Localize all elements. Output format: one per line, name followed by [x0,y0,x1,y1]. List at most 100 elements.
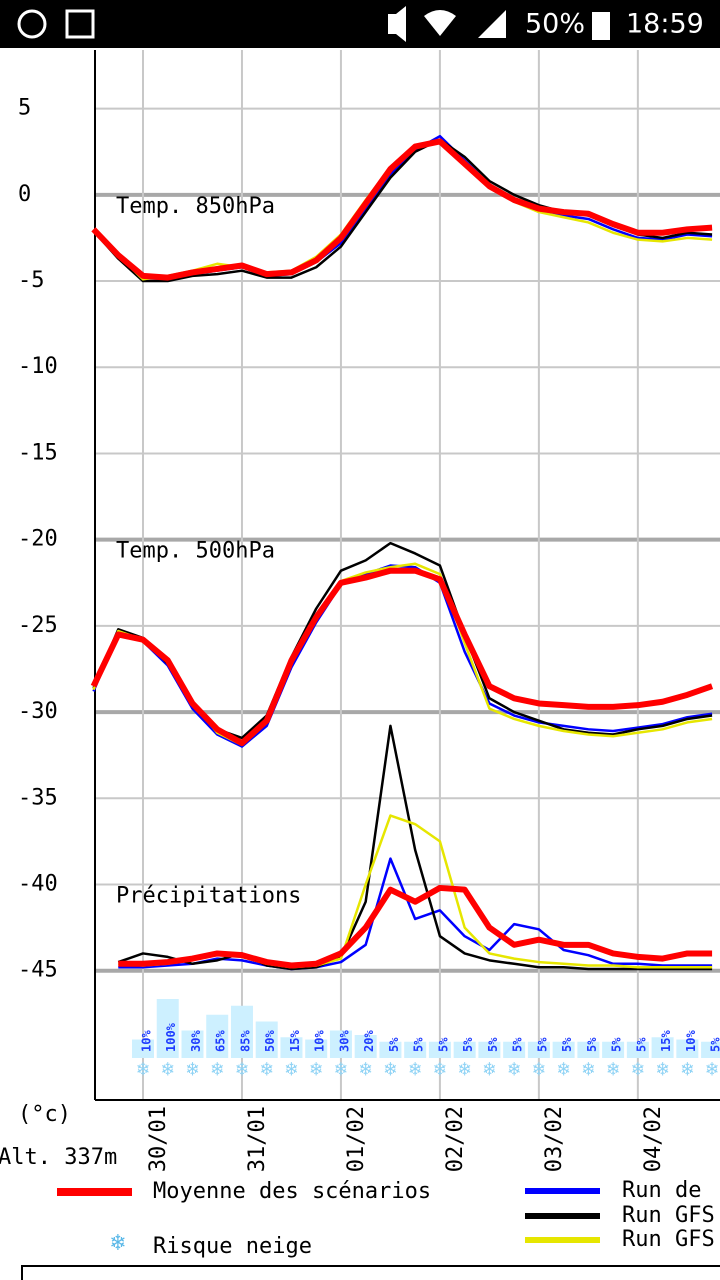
x-tick-label: 01/02 [344,1106,369,1172]
battery-level: 50% [525,9,585,40]
panel-label: Temp. 850hPa [116,194,275,219]
snow-risk-bar [503,1041,526,1058]
series-line [118,884,713,969]
snow-risk-label: 5% [436,1037,450,1052]
x-tick-label: 31/01 [245,1106,270,1172]
legend-label: Run GFS [622,1227,715,1252]
snow-risk-label: 30% [189,1030,203,1052]
battery-icon [592,12,610,40]
snowflake: ❄ [632,1057,644,1081]
y-tick-label: -45 [18,958,58,983]
series-line [92,564,713,748]
series-line [92,562,713,747]
snow-risk-bar [478,1041,501,1058]
snowflake: ❄ [211,1057,223,1081]
snow-risk-bar [230,1005,253,1058]
snowflake: ❄ [681,1057,693,1081]
snow-risk-bar [329,1030,352,1058]
snow-risk-label: 100% [164,1022,178,1052]
y-tick-label: -25 [18,613,58,638]
snowflake: ❄ [533,1057,545,1081]
snow-risk-bar [453,1041,476,1058]
snow-risk-label: 5% [634,1037,648,1052]
snowflake: ❄ [657,1057,669,1081]
snow-risk-bar [305,1039,328,1058]
snow-risk-label: 5% [535,1037,549,1052]
whatsapp-icon [17,9,47,39]
snowflake: ❄ [186,1057,198,1081]
snow-risk-label: 10% [140,1030,154,1052]
series-line [117,724,713,971]
snow-risk-bar [181,1030,204,1058]
snowflake: ❄ [434,1057,446,1081]
snow-risk-bar [156,999,179,1058]
snow-risk-label: 65% [214,1030,228,1052]
snow-risk-bar [626,1041,649,1058]
snowflake: ❄ [384,1057,396,1081]
series-line [118,857,713,971]
snow-risk-label: 5% [585,1037,599,1052]
gallery-icon [65,9,95,39]
snowflake: ❄ [261,1057,273,1081]
snowflake: ❄ [360,1057,372,1081]
snow-risk-bar [354,1035,377,1058]
snow-risk-bar [132,1039,155,1058]
y-tick-label: -15 [18,440,58,465]
snow-risk-label: 85% [238,1030,252,1052]
snowflake: ❄ [607,1057,619,1081]
snow-risk-label: 5% [610,1037,624,1052]
x-tick-label: 30/01 [146,1106,171,1172]
x-tick-label: 04/02 [641,1106,666,1172]
snow-risk-bar [527,1041,550,1058]
snow-risk-label: 20% [362,1030,376,1052]
snow-risk-bar [602,1041,625,1058]
snow-risk-label: 15% [659,1030,673,1052]
y-tick-label: -20 [18,527,58,552]
y-tick-label: 0 [18,182,31,207]
plot: 5 0 -5 -10 -15 -20 -25 -30 -35 -40 -45 30/01 31/01 01… [18,50,720,1172]
snow-risk-label: 10% [313,1030,327,1052]
snow-risk-label: 50% [263,1030,277,1052]
snow-risk-label: 5% [387,1037,401,1052]
snow-risk-bar [404,1041,427,1058]
wifi-icon [424,10,456,36]
snow-risk-bar [577,1041,600,1058]
panel-label: Précipitations [116,883,301,908]
snowflake: ❄ [706,1057,718,1081]
snow-risk-bar [379,1041,402,1058]
snowflake: ❄ [137,1057,149,1081]
snow-risk-label: 5% [511,1037,525,1052]
snow-risk-label: 5% [461,1037,475,1052]
footer-box [21,1265,720,1280]
snow-risk-label: 5% [486,1037,500,1052]
y-tick-label: 5 [18,96,31,121]
snowflake: ❄ [236,1057,248,1081]
snow-risk-label: 5% [412,1037,426,1052]
clock: 18:59 [626,9,704,40]
y-tick-label: -10 [18,354,58,379]
x-tick-label: 03/02 [542,1106,567,1172]
mute-icon [388,6,406,42]
snow-risk-bar [701,1041,720,1058]
snowflake: ❄ [558,1057,570,1081]
status-bar [0,0,720,48]
y-tick-label: -30 [18,699,58,724]
snowflake: ❄ [162,1057,174,1081]
snowflake: ❄ [483,1057,495,1081]
series-line [90,567,714,747]
y-tick-label: -40 [18,871,58,896]
legend-label: Run de [622,1178,701,1203]
legend-label: Risque neige [153,1234,312,1259]
snowflake: ❄ [582,1057,594,1081]
series-line [91,138,713,281]
y-tick-label: -35 [18,785,58,810]
y-tick-label: -5 [18,268,45,293]
snow-risk-bar [428,1041,451,1058]
snow-risk-label: 10% [684,1030,698,1052]
signal-icon [478,10,506,38]
altitude: Alt. 337m [0,1145,117,1170]
snow-risk-bar [255,1021,278,1058]
snowflake: ❄ [285,1057,297,1081]
legend-label: Run GFS [622,1203,715,1228]
